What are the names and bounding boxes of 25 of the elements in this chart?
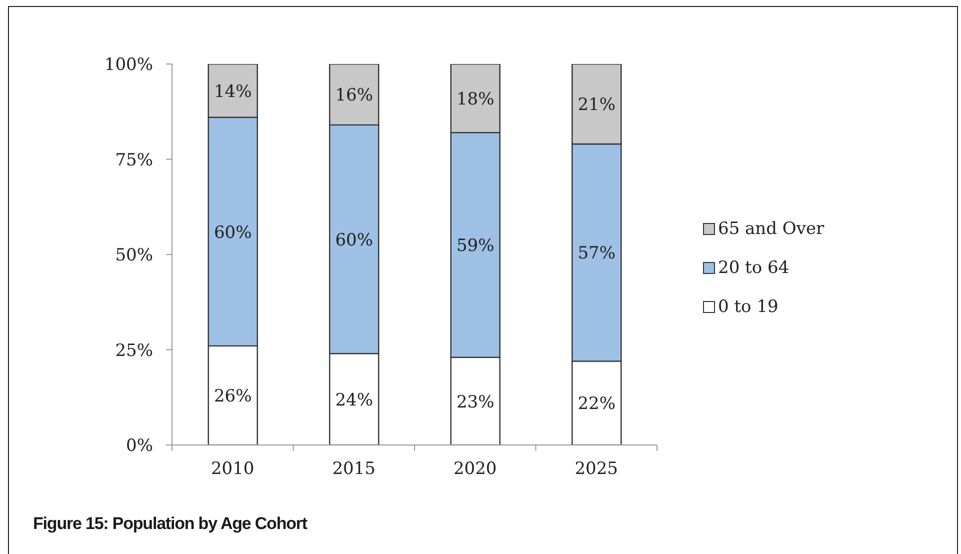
legend-label: 0 to 19 — [718, 296, 778, 316]
data-label: 18% — [456, 89, 494, 110]
x-tick-label: 2020 — [453, 459, 497, 480]
data-label: 22% — [578, 394, 616, 414]
legend-label: 20 to 64 — [718, 258, 790, 278]
y-tick-label: 75% — [115, 150, 153, 170]
data-label: 59% — [456, 236, 494, 256]
y-tick-label: 50% — [115, 246, 153, 266]
data-label: 57% — [578, 244, 616, 264]
y-tick-label: 25% — [115, 340, 153, 361]
data-label: 23% — [456, 392, 494, 412]
data-label: 60% — [335, 230, 374, 250]
text: Figure 15: Population by Age Cohort — [33, 514, 307, 534]
data-label: 14% — [214, 82, 252, 102]
x-tick-label: 2025 — [574, 459, 618, 480]
data-label: 24% — [335, 390, 374, 410]
y-tick-label: 0% — [126, 436, 153, 456]
x-tick-label: 2015 — [332, 459, 376, 480]
data-label: 26% — [214, 386, 252, 407]
data-label: 21% — [578, 95, 616, 116]
data-label: 60% — [214, 222, 252, 243]
x-tick-label: 2010 — [210, 459, 254, 480]
y-tick-label: 100% — [104, 55, 153, 76]
legend-label: 65 and Over — [718, 218, 824, 238]
data-label: 16% — [335, 86, 374, 106]
